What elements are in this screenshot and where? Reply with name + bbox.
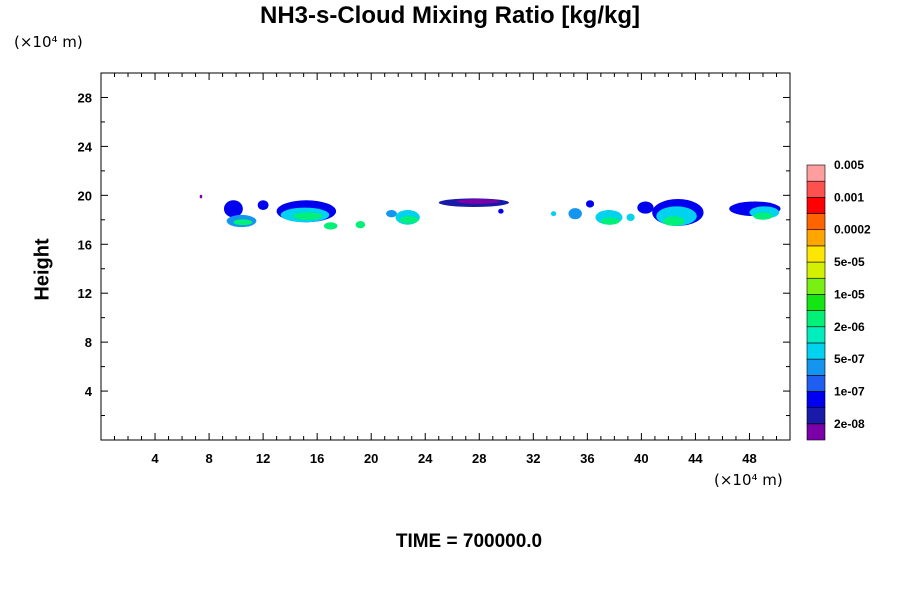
time-label: TIME = 700000.0 — [395, 531, 543, 552]
cloud-patch — [568, 208, 582, 220]
x-tick-label: 8 — [205, 451, 212, 466]
y-tick-label: 16 — [78, 237, 92, 252]
y-tick-label: 20 — [78, 188, 92, 203]
y-tick-label: 12 — [78, 286, 92, 301]
cloud-patch — [399, 216, 419, 224]
colorbar-swatch — [806, 197, 826, 214]
colorbar-label: 0.001 — [834, 190, 864, 204]
x-tick-label: 28 — [472, 451, 486, 466]
cloud-layer — [199, 194, 781, 230]
cloud-patch — [292, 212, 323, 220]
colorbar-swatch — [806, 229, 826, 247]
colorbar-swatch — [806, 358, 826, 376]
y-tick-label: 28 — [78, 90, 92, 105]
colorbar-swatch — [806, 261, 826, 279]
colorbar-label: 2e-06 — [834, 320, 865, 334]
cloud-patch — [626, 213, 635, 222]
x-tick-label: 16 — [310, 451, 324, 466]
colorbar-swatch — [806, 407, 826, 425]
cloud-patch — [600, 217, 620, 225]
cloud-patch — [456, 199, 500, 204]
colorbar-swatch — [806, 423, 826, 441]
colorbar-swatch — [806, 180, 826, 198]
x-tick-label: 36 — [580, 451, 594, 466]
cloud-patch — [323, 222, 338, 230]
cloud-patch — [355, 221, 366, 229]
colorbar-label: 1e-05 — [834, 287, 865, 301]
colorbar: 2e-08 1e-07 5e-07 2e-06 1e-05 5e-05 0.0002 0.00… — [806, 158, 871, 441]
cloud-patch — [257, 200, 269, 211]
x-tick-label: 32 — [526, 451, 540, 466]
x-tick-label: 24 — [418, 451, 433, 466]
colorbar-label: 0.005 — [834, 158, 864, 172]
colorbar-swatch — [806, 391, 826, 408]
colorbar-label: 2e-08 — [834, 417, 865, 431]
colorbar-swatch — [806, 213, 826, 231]
x-tick-label: 4 — [151, 451, 159, 466]
colorbar-swatch — [806, 342, 826, 360]
colorbar-label: 1e-07 — [834, 384, 865, 398]
colorbar-label: 5e-07 — [834, 352, 865, 366]
x-tick-label: 40 — [634, 451, 648, 466]
y-tick-label: 4 — [85, 384, 93, 399]
cloud-patch — [663, 216, 685, 226]
x-tick-label: 44 — [688, 451, 703, 466]
x-axis-unit: (×10⁴ m) — [714, 471, 783, 489]
colorbar-label: 0.0002 — [834, 223, 871, 237]
y-tick-label: 8 — [85, 335, 92, 350]
cloud-patch — [753, 212, 773, 220]
cloud-patch — [550, 211, 557, 217]
cloud-patch — [386, 210, 397, 218]
x-tick-label: 20 — [364, 451, 378, 466]
cloud-patch — [223, 200, 243, 218]
colorbar-swatch — [806, 310, 826, 328]
colorbar-swatch — [806, 245, 826, 263]
cloud-patch — [233, 219, 253, 226]
colorbar-swatch — [806, 277, 826, 295]
cloud-patch — [199, 194, 203, 199]
x-tick-label: 48 — [742, 451, 756, 466]
colorbar-swatch — [806, 294, 826, 311]
cloud-patch — [498, 208, 504, 214]
cloud-patch — [586, 200, 595, 208]
y-tick-label: 24 — [78, 139, 93, 154]
chart-title: NH3-s-Cloud Mixing Ratio [kg/kg] — [260, 2, 640, 29]
colorbar-swatch — [806, 374, 826, 392]
colorbar-swatch — [806, 326, 826, 344]
cloud-patch — [637, 201, 654, 214]
x-tick-label: 12 — [256, 451, 270, 466]
y-axis-unit: (×10⁴ m) — [14, 33, 83, 51]
colorbar-swatch — [806, 164, 826, 182]
colorbar-label: 5e-05 — [834, 255, 865, 269]
plot-frame — [100, 72, 791, 441]
